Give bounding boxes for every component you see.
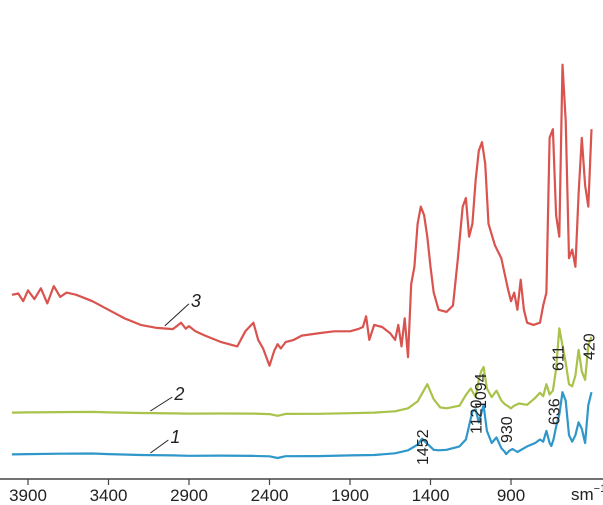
peak-label-1452: 1452: [415, 429, 432, 465]
peak-label-420: 420: [581, 333, 598, 360]
series-label-2: 2: [173, 384, 184, 404]
peak-label-636: 636: [547, 398, 564, 425]
unit-superscript: −1: [594, 483, 603, 495]
series-line-3: [11, 63, 593, 367]
series-label-1: 1: [170, 427, 180, 447]
series-line-1: [11, 391, 593, 460]
x-tick-label-1400: 1400: [412, 486, 450, 505]
x-tick-label-3400: 3400: [90, 486, 128, 505]
unit-base: sm: [571, 485, 594, 504]
x-tick-label-3900: 3900: [9, 486, 47, 505]
tick-layer: 3900 3400 2900 2400 1900 1400 900: [9, 479, 525, 505]
leader-layer: 1 2 3: [150, 291, 201, 454]
x-axis-unit-label: sm−1: [571, 483, 603, 504]
series-leader-1: [150, 439, 169, 454]
peak-label-611: 611: [551, 345, 568, 371]
x-tick-label-1900: 1900: [331, 486, 369, 505]
series-label-3: 3: [191, 291, 201, 311]
peak-label-1120: 1120: [469, 399, 486, 434]
series-line-2: [11, 327, 593, 417]
x-tick-label-900: 900: [497, 486, 525, 505]
series-leader-3: [164, 303, 190, 327]
x-tick-label-2400: 2400: [251, 486, 289, 505]
peak-label-1094: 1094: [473, 373, 490, 409]
x-tick-label-2900: 2900: [170, 486, 208, 505]
series-layer: [11, 63, 593, 460]
series-leader-2: [150, 396, 173, 412]
peak-label-930: 930: [499, 416, 516, 443]
